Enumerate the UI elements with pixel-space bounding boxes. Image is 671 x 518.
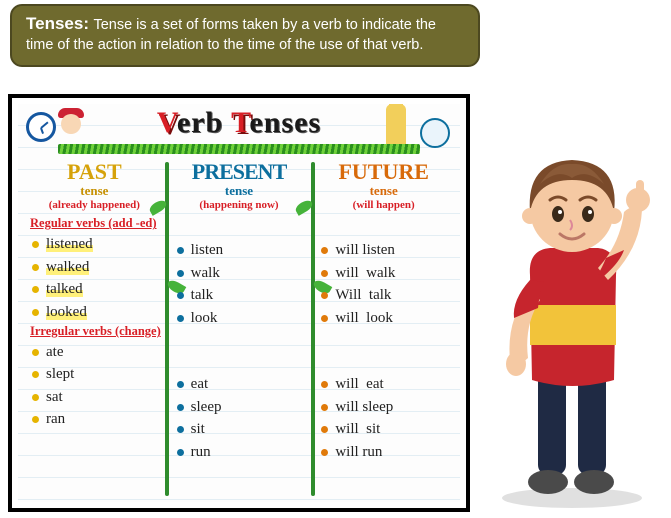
spacer bbox=[171, 351, 308, 373]
regular-verbs-label: Regular verbs (add -ed) bbox=[30, 217, 163, 231]
title-t: T bbox=[231, 106, 249, 139]
list-item: sat bbox=[32, 386, 163, 409]
spacer bbox=[171, 329, 308, 351]
future-list-2: will eat will sleep will sit will run bbox=[315, 373, 452, 463]
present-sub2: (happening now) bbox=[171, 200, 308, 212]
past-column: PAST tense (already happened) Regular ve… bbox=[22, 160, 167, 498]
list-item: walked bbox=[32, 256, 163, 279]
list-item: ate bbox=[32, 341, 163, 364]
list-item: sleep bbox=[177, 396, 308, 419]
past-heading: PAST tense (already happened) bbox=[26, 160, 163, 211]
list-item: will eat bbox=[321, 373, 452, 396]
future-sub2: (will happen) bbox=[315, 200, 452, 212]
past-irregular-list: ate slept sat ran bbox=[26, 341, 163, 431]
past-sub1: tense bbox=[80, 183, 108, 198]
list-item: talked bbox=[32, 278, 163, 301]
list-item: eat bbox=[177, 373, 308, 396]
list-item: will walk bbox=[321, 262, 452, 285]
notebook-paper: Verb Tenses PAST tense (already happened… bbox=[18, 104, 460, 502]
list-item: slept bbox=[32, 363, 163, 386]
future-heading-text: FUTURE bbox=[315, 160, 452, 183]
title-erb: erb bbox=[177, 106, 223, 139]
list-item: walk bbox=[177, 262, 308, 285]
present-heading-text: PRESENT bbox=[171, 160, 308, 183]
spacer bbox=[171, 217, 308, 239]
future-column: FUTURE tense (will happen) will listen w… bbox=[311, 160, 456, 498]
spacer bbox=[315, 217, 452, 239]
list-item: ran bbox=[32, 408, 163, 431]
present-heading: PRESENT tense (happening now) bbox=[171, 160, 308, 211]
spacer bbox=[315, 351, 452, 373]
tense-columns: PAST tense (already happened) Regular ve… bbox=[22, 160, 456, 498]
title-enses: enses bbox=[249, 106, 321, 139]
list-item: talk bbox=[177, 284, 308, 307]
list-item: Will talk bbox=[321, 284, 452, 307]
list-item: listened bbox=[32, 233, 163, 256]
title-v: V bbox=[157, 106, 177, 139]
past-heading-text: PAST bbox=[26, 160, 163, 183]
list-item: look bbox=[177, 307, 308, 330]
present-list-1: listen walk talk look bbox=[171, 239, 308, 329]
poster-frame: Verb Tenses PAST tense (already happened… bbox=[8, 94, 470, 512]
spacer bbox=[315, 329, 452, 351]
grass-divider bbox=[58, 144, 420, 154]
list-item: sit bbox=[177, 418, 308, 441]
future-heading: FUTURE tense (will happen) bbox=[315, 160, 452, 211]
list-item: run bbox=[177, 441, 308, 464]
definition-box: Tenses: Tense is a set of forms taken by… bbox=[10, 4, 480, 67]
list-item: will run bbox=[321, 441, 452, 464]
boy-pointing-illustration bbox=[480, 140, 665, 510]
present-sub1: tense bbox=[225, 183, 253, 198]
past-sub2: (already happened) bbox=[26, 200, 163, 212]
present-column: PRESENT tense (happening now) listen wal… bbox=[167, 160, 312, 498]
list-item: listen bbox=[177, 239, 308, 262]
list-item: looked bbox=[32, 301, 163, 324]
list-item: will sleep bbox=[321, 396, 452, 419]
definition-title: Tenses: bbox=[26, 14, 89, 33]
list-item: will sit bbox=[321, 418, 452, 441]
poster-title: Verb Tenses bbox=[18, 106, 460, 140]
future-sub1: tense bbox=[370, 183, 398, 198]
list-item: will listen bbox=[321, 239, 452, 262]
irregular-verbs-label: Irregular verbs (change) bbox=[30, 325, 163, 339]
present-list-2: eat sleep sit run bbox=[171, 373, 308, 463]
future-list-1: will listen will walk Will talk will loo… bbox=[315, 239, 452, 329]
past-regular-list: listened walked talked looked bbox=[26, 233, 163, 323]
list-item: will look bbox=[321, 307, 452, 330]
